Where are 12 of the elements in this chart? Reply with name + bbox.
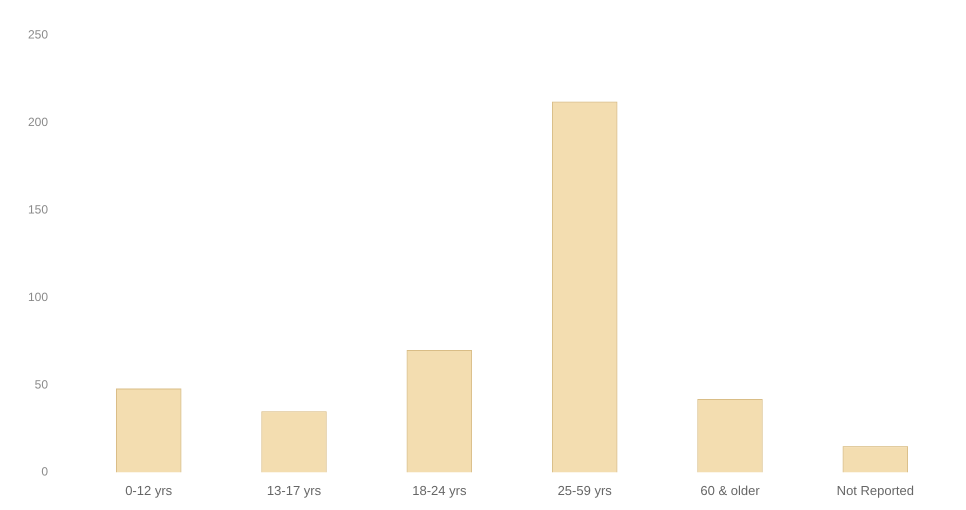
y-tick-label: 50 [34,377,48,392]
y-tick-label: 250 [28,28,48,42]
x-tick-label: 18-24 yrs [412,482,467,498]
y-tick-label: 100 [28,290,48,304]
x-tick-label: Not Reported [836,482,914,498]
x-tick-label: 13-17 yrs [266,482,322,498]
y-tick-label: 150 [28,202,48,216]
x-tick-label: 60 & older [700,482,760,498]
x-tick-label: 0-12 yrs [125,482,173,498]
x-tick-label: 25-59 yrs [558,482,612,498]
y-tick-label: 200 [28,114,48,129]
y-tick-label: 0 [41,464,48,479]
